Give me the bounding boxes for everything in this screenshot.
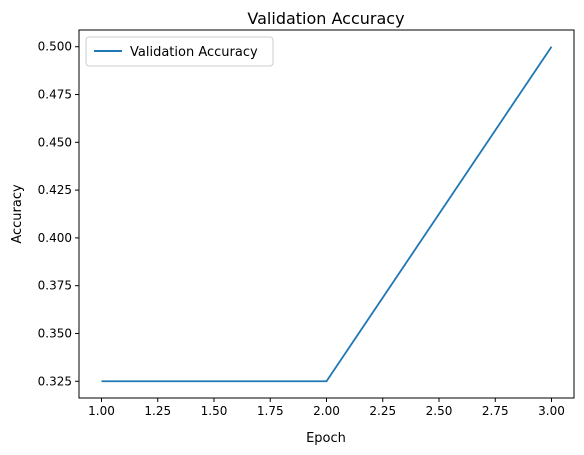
series-layer: [101, 46, 553, 383]
y-tick-label: 0.450: [38, 135, 72, 149]
y-tick-label: 0.475: [38, 88, 72, 102]
y-tick-label: 0.500: [38, 40, 72, 54]
x-tick-label: 2.25: [369, 404, 396, 418]
x-tick-label: 2.50: [426, 404, 453, 418]
y-tick-label: 0.400: [38, 231, 72, 245]
series-line-validation-accuracy: [101, 46, 553, 383]
chart-title: Validation Accuracy: [247, 9, 404, 28]
x-tick-label: 3.00: [538, 404, 565, 418]
x-tick-label: 1.50: [201, 404, 228, 418]
x-tick-label: 2.75: [482, 404, 509, 418]
legend-box: [85, 36, 274, 67]
y-axis-ticks: 0.325 0.350 0.375 0.400 0.425 0.450 0.475 0.500: [38, 40, 79, 388]
y-tick-label: 0.375: [38, 279, 72, 293]
y-axis-label: Accuracy: [10, 184, 25, 244]
x-tick-label: 1.25: [144, 404, 171, 418]
y-tick-label: 0.325: [38, 374, 72, 388]
x-tick-label: 1.75: [257, 404, 284, 418]
y-tick-label: 0.425: [38, 183, 72, 197]
legend-label: Validation Accuracy: [130, 45, 258, 60]
axes-frame: [78, 29, 575, 399]
y-tick-label: 0.350: [38, 326, 72, 340]
x-axis-ticks: 1.00 1.25 1.50 1.75 2.00 2.25 2.50 2.75 3.00: [88, 398, 565, 418]
legend: Validation Accuracy: [85, 36, 274, 67]
x-tick-label: 2.00: [313, 404, 340, 418]
x-axis-label: Epoch: [306, 431, 346, 446]
x-tick-label: 1.00: [88, 404, 115, 418]
plot-area: [78, 29, 575, 399]
